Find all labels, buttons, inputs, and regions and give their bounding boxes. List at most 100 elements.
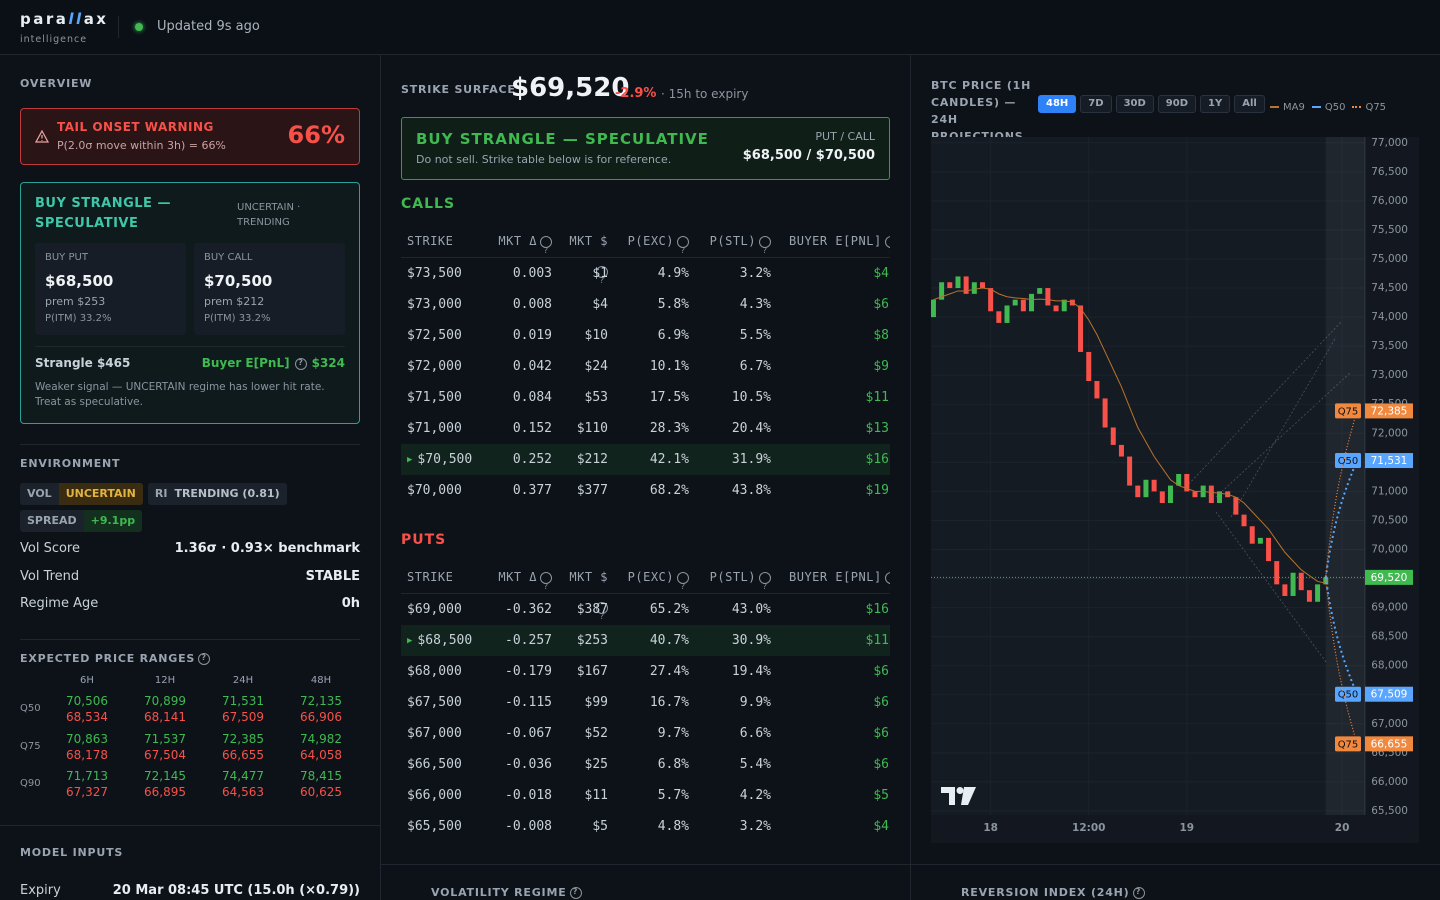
info-icon[interactable]	[759, 571, 771, 602]
table-cell: $25	[584, 757, 608, 772]
column-label: MKT $	[569, 570, 608, 584]
last-price-label: 69,520	[1371, 572, 1408, 584]
price-label: 67,509	[1371, 689, 1408, 701]
table-cell: $19	[865, 483, 889, 498]
signal-card: BUY STRANGLE — SPECULATIVE UNCERTAIN · T…	[20, 182, 360, 424]
price-label-box	[1365, 736, 1413, 752]
logo[interactable]: parallax	[20, 10, 109, 28]
candle	[947, 282, 953, 289]
range-upper: 72,135	[300, 694, 342, 708]
y-tick-label: 68,000	[1371, 660, 1408, 672]
candle	[1176, 473, 1182, 486]
price-label: 71,531	[1371, 455, 1408, 467]
leg-strike: $68,500	[45, 272, 114, 290]
leg-card: BUY CALL $70,500 prem $212 P(ITM) 33.2%	[194, 243, 345, 335]
badge-key: SPREAD	[27, 514, 77, 527]
projection-tag: Q75	[1338, 406, 1359, 417]
candle	[979, 282, 985, 289]
range-button[interactable]: 1Y	[1200, 95, 1231, 113]
table-cell: 20.4%	[731, 421, 771, 436]
table-cell: $13	[865, 421, 889, 436]
info-icon[interactable]	[759, 235, 771, 266]
info-icon[interactable]	[596, 601, 608, 632]
range-button[interactable]: 7D	[1080, 95, 1112, 113]
column-header: P(STL)	[701, 226, 771, 266]
candle	[1208, 485, 1214, 504]
table-cell: $70,000	[407, 483, 462, 498]
range-lower: 64,563	[222, 785, 264, 799]
info-icon[interactable]	[569, 887, 582, 899]
info-icon[interactable]	[884, 571, 890, 602]
info-icon[interactable]	[540, 571, 552, 602]
divider	[911, 864, 1440, 865]
projection-tag-box	[1335, 453, 1361, 469]
range-button[interactable]: 30D	[1115, 95, 1154, 113]
info-icon[interactable]	[540, 235, 552, 266]
range-upper: 71,713	[66, 769, 108, 783]
info-icon[interactable]	[677, 235, 689, 266]
column-label: MKT $	[569, 234, 608, 248]
table-cell: -0.179	[505, 664, 552, 679]
table-cell: $8	[873, 328, 889, 343]
range-upper: 72,145	[144, 769, 186, 783]
candle	[1110, 427, 1116, 445]
row-label: Regime Age	[20, 596, 99, 611]
table-cell: 6.6%	[739, 726, 771, 741]
strangle-cost: Strangle $465	[35, 356, 131, 370]
row-label: Vol Score	[20, 541, 80, 556]
divider	[20, 444, 360, 445]
projection-tag: Q75	[1338, 739, 1359, 750]
table-cell: $73,000	[407, 297, 462, 312]
pnl-label: Buyer E[PnL]	[201, 356, 290, 370]
projection-tag: Q50	[1338, 690, 1359, 701]
section-title: ENVIRONMENT	[20, 457, 121, 470]
badge-key: VOL	[27, 487, 52, 500]
range-upper: 78,415	[300, 769, 342, 783]
column-header: STRIKE	[407, 226, 453, 256]
price-chart: 65,50066,00066,50067,00067,50068,00068,5…	[931, 137, 1419, 843]
table-cell: 5.4%	[739, 757, 771, 772]
range-lower: 67,509	[222, 710, 264, 724]
info-icon[interactable]	[677, 571, 689, 602]
range-lower: 68,141	[144, 710, 186, 724]
candle	[1102, 398, 1108, 428]
row-label: Q75	[20, 740, 41, 752]
info-icon[interactable]	[884, 235, 890, 266]
info-icon[interactable]	[294, 357, 307, 370]
table-row: $69,000 -0.362 $387 65.2% 43.0% $16	[401, 594, 890, 625]
divider	[380, 55, 381, 900]
legend-swatch	[1270, 106, 1279, 108]
table-cell: $4	[873, 266, 889, 281]
table-header: STRIKE MKT Δ MKT $ P(EXC) P(STL) BUYER E[PNL]	[401, 562, 890, 632]
table-cell: $99	[584, 695, 608, 710]
projection-band	[1325, 137, 1365, 815]
column-header: BUYER E[PNL]	[789, 226, 890, 266]
leg-premium: prem $212	[204, 295, 265, 308]
column-label: P(STL)	[709, 570, 756, 584]
status-dot	[135, 23, 143, 31]
range-lower: 68,178	[66, 747, 108, 762]
table-cell: $16	[865, 602, 889, 617]
candle	[988, 288, 994, 312]
info-icon[interactable]	[198, 653, 211, 665]
table-cell: $72,000	[407, 359, 462, 374]
table-cell: 17.5%	[649, 390, 689, 405]
banner-note: Do not sell. Strike table below is for r…	[416, 153, 672, 166]
spot-price: $69,520	[511, 73, 630, 103]
table-cell: $11	[865, 390, 889, 405]
table-cell: $24	[584, 359, 608, 374]
range-button[interactable]: 48H	[1038, 95, 1077, 113]
table-cell: -0.036	[505, 757, 552, 772]
table-cell: 6.9%	[657, 328, 689, 343]
price-label: 72,385	[1371, 405, 1408, 417]
info-icon[interactable]	[596, 265, 608, 296]
range-button[interactable]: All	[1234, 95, 1265, 113]
range-button[interactable]: 90D	[1157, 95, 1196, 113]
table-cell: 0.084	[512, 390, 552, 405]
pnl-row: Buyer E[PnL] $324	[202, 356, 345, 370]
info-icon[interactable]	[1132, 887, 1145, 899]
table-cell: $66,000	[407, 788, 462, 803]
projection-tag: Q50	[1338, 456, 1359, 467]
